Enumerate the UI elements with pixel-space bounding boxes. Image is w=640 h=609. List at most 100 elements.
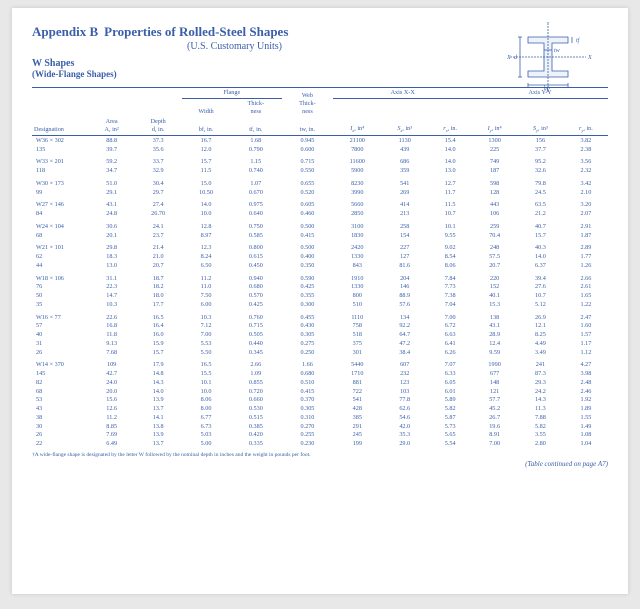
col-ix: Ix, in⁴ [333, 117, 381, 136]
table-row: 308.8513.86.730.3850.27029142.05.7319.65… [32, 422, 608, 431]
table-cell: 39.7 [89, 145, 134, 154]
table-cell: 43.1 [89, 201, 134, 210]
table-cell: 53 [32, 396, 89, 405]
table-cell: 30.4 [134, 179, 182, 188]
table-cell: 82 [32, 378, 89, 387]
table-cell: 0.715 [230, 322, 282, 331]
table-cell: 57.7 [472, 396, 517, 405]
table-cell: 6.41 [428, 339, 472, 348]
table-cell: 0.660 [230, 396, 282, 405]
table-row: 4312.613.78.000.5300.30542862.65.8245.21… [32, 405, 608, 414]
table-cell: 0.415 [282, 387, 334, 396]
table-cell: 0.715 [282, 158, 334, 167]
table-cell: 1.49 [564, 422, 608, 431]
table-cell: 1990 [472, 361, 517, 370]
table-cell: 8.25 [517, 331, 564, 340]
table-cell: 16.7 [182, 136, 230, 145]
table-row: 319.1315.95.530.4400.27537547.26.4112.44… [32, 339, 608, 348]
col-web: WebThick-ness [282, 88, 334, 118]
table-cell: 414 [381, 201, 428, 210]
table-cell: 1830 [333, 231, 381, 240]
table-cell: 51.0 [89, 179, 134, 188]
table-cell: 68 [32, 231, 89, 240]
table-cell: 10.50 [182, 188, 230, 197]
table-row: 4413.020.76.500.4500.35084381.68.0620.76… [32, 261, 608, 270]
table-cell: 146 [381, 283, 428, 292]
table-cell: 0.550 [282, 167, 334, 176]
table-cell: 1.08 [564, 431, 608, 440]
table-cell: 32.6 [517, 167, 564, 176]
table-cell: 10.7 [517, 292, 564, 301]
table-cell: 1.09 [230, 370, 282, 379]
col-area: AreaA, in² [89, 117, 134, 136]
table-cell: 375 [333, 339, 381, 348]
table-cell: 1.07 [230, 179, 282, 188]
table-cell: 123 [381, 378, 428, 387]
table-cell: 1.66 [282, 361, 334, 370]
table-row: W21 × 10129.821.412.30.8000.50024202279.… [32, 244, 608, 253]
table-cell: 0.355 [282, 292, 334, 301]
table-cell: 385 [333, 413, 381, 422]
table-cell: 14.0 [517, 253, 564, 262]
table-cell: 2850 [333, 210, 381, 219]
diagram-x-left: X [506, 55, 511, 61]
table-cell: 0.230 [282, 440, 334, 449]
table-row: 6218.321.08.240.6150.40013301278.5457.51… [32, 253, 608, 262]
table-cell: 14.1 [134, 413, 182, 422]
table-cell: 8.06 [428, 261, 472, 270]
table-cell: 12.8 [182, 222, 230, 231]
table-cell: 88.9 [381, 292, 428, 301]
table-cell: 0.335 [230, 440, 282, 449]
table-cell: 44 [32, 261, 89, 270]
table-cell: 17.7 [134, 300, 182, 309]
table-cell: 42.7 [89, 370, 134, 379]
table-cell: 187 [472, 167, 517, 176]
table-cell: 598 [472, 179, 517, 188]
table-cell: 245 [333, 431, 381, 440]
table-cell: 99 [32, 188, 89, 197]
table-cell: 0.605 [282, 201, 334, 210]
table-cell: 2.38 [564, 145, 608, 154]
diagram-y-top: Y [546, 22, 550, 27]
table-cell: W36 × 302 [32, 136, 89, 145]
table-cell: 23.7 [134, 231, 182, 240]
table-cell: 5900 [333, 167, 381, 176]
table-cell: 0.585 [230, 231, 282, 240]
table-row: 14542.714.815.51.090.68017102326.3367787… [32, 370, 608, 379]
table-cell: 35.6 [134, 145, 182, 154]
table-cell: 154 [381, 231, 428, 240]
table-cell: 5.53 [182, 339, 230, 348]
table-cell: 0.440 [230, 339, 282, 348]
table-cell: 12.3 [182, 244, 230, 253]
table-cell: 6.73 [182, 422, 230, 431]
table-cell: 3.49 [517, 348, 564, 357]
table-cell: 8230 [333, 179, 381, 188]
table-cell: 12.0 [182, 145, 230, 154]
table-cell: 0.530 [230, 405, 282, 414]
table-cell: 33.7 [134, 158, 182, 167]
table-cell: 0.520 [282, 188, 334, 197]
table-row: 267.6913.95.030.4200.25524535.35.658.913… [32, 431, 608, 440]
table-cell: 14.3 [134, 378, 182, 387]
table-cell: 213 [381, 210, 428, 219]
table-cell: 5.00 [182, 440, 230, 449]
table-cell: 6.49 [89, 440, 134, 449]
table-cell: 2.10 [564, 188, 608, 197]
table-cell: 43 [32, 405, 89, 414]
table-cell: 7.00 [472, 440, 517, 449]
table-cell: 24.0 [89, 378, 134, 387]
table-cell: 518 [333, 331, 381, 340]
table-row: 3811.214.16.770.5150.31038554.65.8726.77… [32, 413, 608, 422]
table-cell: 14.8 [134, 370, 182, 379]
table-cell: 10.0 [182, 210, 230, 219]
table-cell: 443 [472, 201, 517, 210]
table-cell: 148 [472, 378, 517, 387]
col-thick-u: tf, in. [230, 117, 282, 136]
table-cell: 0.760 [230, 313, 282, 322]
table-cell: 1300 [472, 136, 517, 145]
table-cell: 31.1 [89, 274, 134, 283]
table-cell: 10.1 [428, 222, 472, 231]
diagram-x-right: X [587, 55, 592, 61]
table-cell: 5440 [333, 361, 381, 370]
table-cell: 11.3 [517, 405, 564, 414]
